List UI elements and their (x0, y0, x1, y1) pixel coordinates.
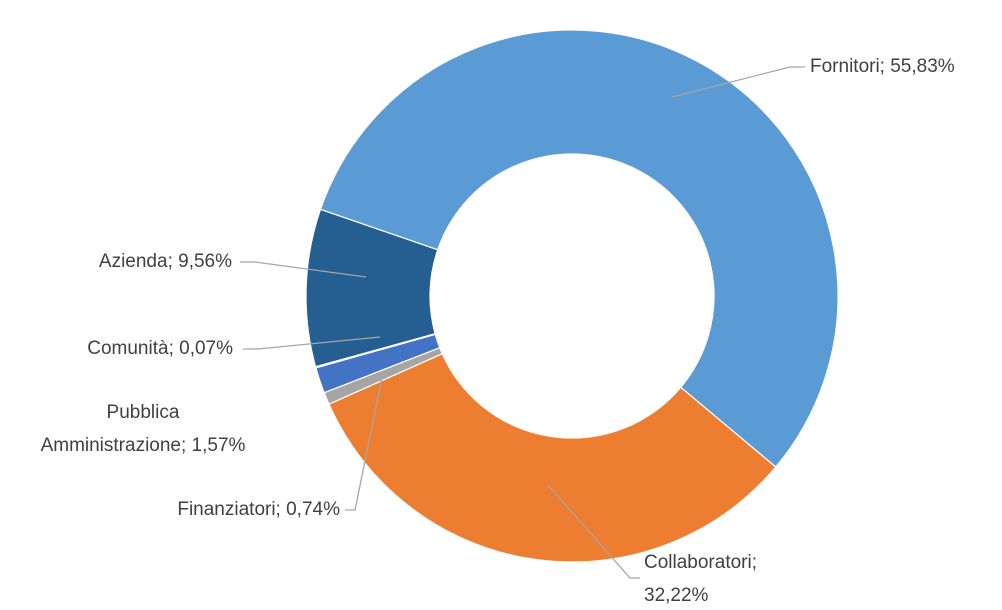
data-label: Collaboratori; 32,22% (644, 552, 757, 606)
slice (305, 208, 439, 368)
leader-line (547, 484, 640, 579)
data-label: Pubblica Amministrazione; 1,57% (41, 402, 246, 456)
leader-line (671, 66, 805, 98)
leader-line (243, 336, 381, 350)
data-label: Comunità; 0,07% (87, 338, 233, 359)
data-label: Fornitori; 55,83% (810, 56, 955, 77)
slice (328, 352, 777, 563)
slice (319, 29, 839, 468)
leader-line (345, 372, 384, 511)
data-label: Finanziatori; 0,74% (177, 499, 340, 520)
data-label: Azienda; 9,56% (99, 251, 232, 272)
leader-line (240, 261, 367, 278)
